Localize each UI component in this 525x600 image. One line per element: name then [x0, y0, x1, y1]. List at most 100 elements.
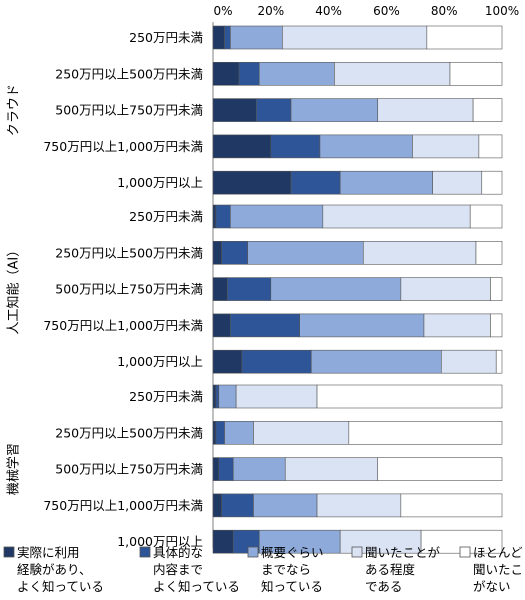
bar-segment — [348, 420, 503, 445]
x-tick-label: 40% — [315, 4, 342, 18]
bar-group: 機械学習 250万円未満 250万円以上500万円未満 500万円以上750万円未満 7… — [6, 384, 503, 554]
category-label: 1,000万円以上 — [117, 175, 203, 190]
bar-segment — [212, 420, 217, 445]
legend: 実際に利用経験があり、よく知っている具体的な内容までよく知っている概要ぐらいまで… — [3, 545, 525, 594]
bar-segment — [290, 170, 341, 195]
bar-segment — [449, 61, 503, 86]
bar-segment — [212, 529, 234, 554]
bar-segment — [212, 204, 217, 229]
chart-groups: クラウド 250万円未満 250万円以上500万円未満 500万円以上750万円未満 7… — [6, 25, 503, 554]
bar-segment — [218, 457, 234, 481]
bar-segment — [469, 204, 503, 229]
category-label: 500万円以上750万円未満 — [55, 462, 203, 477]
category-label: 250万円以上500万円未満 — [55, 425, 203, 440]
legend-item: ほとんど聞いたことがない — [459, 545, 525, 594]
bar-segment — [235, 384, 318, 409]
category-label: 1,000万円以上 — [117, 534, 203, 549]
bar-segment — [377, 457, 503, 481]
legend-swatch — [459, 546, 471, 558]
bar-segment — [212, 313, 231, 338]
bar-segment — [481, 170, 503, 195]
bar-segment — [339, 170, 433, 195]
group-label: 人工知能（AI） — [6, 244, 22, 335]
bar-segment — [230, 204, 324, 229]
legend-swatch — [3, 546, 15, 558]
category-label: 750万円以上1,000万円未満 — [43, 139, 203, 154]
bar-segment — [224, 25, 231, 50]
legend-label: 実際に利用 — [17, 545, 80, 560]
x-tick-label: 0% — [213, 4, 232, 18]
bar-segment — [230, 25, 283, 50]
bar-segment — [377, 98, 474, 122]
bar-segment — [215, 384, 220, 409]
legend-label: までなら — [261, 562, 311, 577]
category-label: 250万円未満 — [129, 30, 203, 45]
bar-segment — [400, 493, 503, 518]
legend-swatch — [139, 546, 151, 558]
legend-label: 聞いたことが — [365, 545, 441, 560]
bar-segment — [412, 134, 480, 159]
bar-segment — [221, 241, 248, 265]
bar-segment — [478, 134, 503, 159]
bar-segment — [212, 349, 243, 374]
legend-label: ある程度 — [365, 562, 416, 577]
bar-segment — [247, 241, 364, 265]
category-label: 250万円以上500万円未満 — [55, 245, 203, 260]
bar-segment — [270, 134, 321, 159]
legend-label: よく知っている — [153, 579, 240, 594]
category-label: 750万円以上1,000万円未満 — [43, 498, 203, 513]
bar-segment — [215, 204, 231, 229]
bar-segment — [495, 349, 503, 374]
bar-segment — [316, 384, 503, 409]
bar-segment — [241, 349, 312, 374]
legend-label: 内容まで — [153, 562, 203, 577]
legend-label: 具体的な — [153, 545, 203, 560]
bar-group: クラウド 250万円未満 250万円以上500万円未満 500万円以上750万円未満 7… — [7, 25, 503, 195]
category-label: 500万円以上750万円未満 — [55, 103, 203, 118]
bar-segment — [334, 61, 451, 86]
bar-segment — [212, 98, 257, 122]
bar-segment — [472, 98, 503, 122]
legend-label: ほとんど — [473, 545, 523, 560]
x-tick-label: 100% — [485, 4, 519, 18]
bar-group: 人工知能（AI） 250万円未満 250万円以上500万円未満 500万円以上750万… — [6, 204, 503, 374]
x-tick-label: 80% — [431, 4, 458, 18]
bar-segment — [212, 384, 217, 409]
bar-segment — [230, 313, 300, 338]
legend-swatch — [351, 546, 363, 558]
bar-segment — [212, 493, 222, 518]
legend-swatch — [247, 546, 259, 558]
legend-label: である — [365, 579, 402, 594]
bar-segment — [290, 98, 379, 122]
bar-segment — [316, 493, 402, 518]
bar-segment — [299, 313, 425, 338]
group-label: クラウド — [7, 84, 22, 136]
bar-segment — [212, 241, 222, 265]
legend-label: 聞いたこと — [473, 562, 525, 577]
bar-segment — [490, 313, 503, 338]
bar-segment — [218, 384, 237, 409]
category-label: 250万円未満 — [129, 209, 203, 224]
group-label: 機械学習 — [6, 443, 22, 495]
bar-segment — [212, 134, 272, 159]
bar-segment — [475, 241, 503, 265]
category-label: 750万円以上1,000万円未満 — [43, 318, 203, 333]
x-tick-label: 20% — [257, 4, 284, 18]
x-tick-label: 60% — [373, 4, 400, 18]
bar-segment — [212, 25, 225, 50]
legend-label: よく知っている — [17, 579, 104, 594]
bar-segment — [400, 277, 491, 301]
bar-segment — [212, 170, 292, 195]
bar-segment — [282, 25, 428, 50]
bar-segment — [426, 25, 503, 50]
bar-segment — [253, 420, 350, 445]
bar-segment — [227, 277, 272, 301]
bar-segment — [224, 420, 254, 445]
category-label: 500万円以上750万円未満 — [55, 282, 203, 297]
bar-segment — [490, 277, 503, 301]
